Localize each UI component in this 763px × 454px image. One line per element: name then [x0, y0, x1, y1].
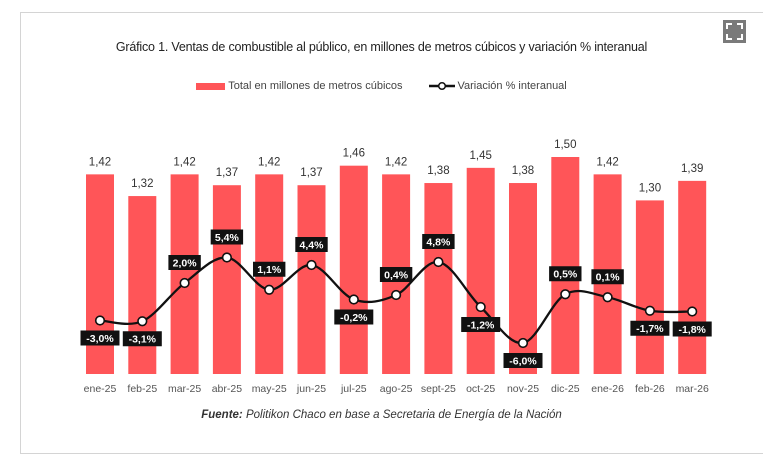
line-value-label: -1,8% — [678, 324, 706, 336]
line-value-label: 1,1% — [257, 264, 282, 276]
bar-value-label: 1,42 — [385, 156, 407, 168]
line-point — [433, 256, 444, 268]
line-point — [264, 284, 275, 295]
line-label-box — [422, 234, 455, 249]
line-point — [517, 337, 529, 349]
line-point — [137, 316, 148, 327]
bar-value-label: 1,42 — [173, 156, 195, 168]
line-value-label: 0,4% — [384, 269, 409, 281]
line-label-box — [549, 266, 582, 282]
bar-value-label: 1,30 — [639, 182, 661, 194]
x-tick-label: jul-25 — [340, 383, 367, 395]
line-point — [348, 294, 359, 305]
x-tick-label: oct-25 — [466, 383, 495, 395]
bar-value-label: 1,42 — [89, 156, 111, 168]
bar — [424, 183, 453, 374]
line-label-box — [210, 229, 244, 245]
line-label-box — [461, 317, 501, 332]
line-value-label: -1,7% — [636, 323, 664, 335]
x-tick-label: mar-26 — [676, 383, 709, 395]
x-tick-label: ago-25 — [380, 383, 413, 395]
line-point — [644, 305, 656, 316]
bar-value-label: 1,39 — [681, 163, 703, 175]
line-value-label: 0,5% — [553, 269, 578, 281]
bar — [635, 200, 664, 374]
line-label-box — [630, 320, 670, 336]
line-point — [179, 277, 190, 289]
legend-item-bars: Total en millones de metros cúbicos — [196, 80, 403, 92]
line-point — [306, 259, 317, 271]
legend-label-line: Variación % interanual — [457, 80, 567, 92]
x-tick-label: feb-25 — [127, 383, 157, 395]
line-point — [221, 252, 232, 263]
line-label-box — [672, 321, 712, 337]
bar-value-label: 1,37 — [216, 167, 238, 179]
line-value-label: -0,2% — [340, 312, 368, 324]
chart-plot: 1,42 ene-25 1,32 feb-25 1,42 mar-25 1,37 abr-25… — [80, 139, 712, 395]
line-label-box — [295, 237, 328, 252]
expand-icon — [726, 23, 743, 40]
bar-value-label: 1,38 — [512, 165, 534, 177]
line-value-label: 5,4% — [215, 232, 240, 244]
bar — [551, 157, 580, 374]
chart-title: Gráfico 1. Ventas de combustible al públ… — [115, 40, 648, 54]
source-text: Politikon Chaco en base a Secretaria de … — [242, 409, 562, 421]
line-label-box — [168, 255, 201, 270]
line-label-box — [122, 331, 162, 347]
line-value-label: 4,8% — [426, 236, 451, 248]
source-label: Fuente: — [201, 409, 243, 421]
line-value-label: 0,1% — [596, 272, 621, 284]
legend-item-line: Variación % interanual — [428, 80, 567, 92]
line-label-box — [253, 261, 286, 277]
legend-label-bars: Total en millones de metros cúbicos — [228, 80, 403, 92]
line-point — [687, 306, 698, 317]
bar — [212, 185, 241, 374]
bar-value-label: 1,42 — [596, 156, 618, 168]
bar-value-label: 1,46 — [343, 148, 365, 160]
x-tick-label: ene-25 — [84, 383, 117, 395]
line-label-box — [379, 267, 413, 282]
bar — [678, 180, 707, 374]
x-tick-label: jun-25 — [296, 383, 326, 395]
bar-value-label: 1,42 — [258, 156, 280, 168]
x-tick-label: feb-26 — [635, 383, 665, 395]
bar — [128, 196, 157, 374]
line-value-label: -3,1% — [129, 334, 157, 346]
bar-value-label: 1,50 — [554, 139, 576, 151]
x-tick-label: mar-25 — [168, 383, 201, 395]
line-label-box — [80, 330, 120, 346]
expand-button[interactable] — [723, 20, 746, 43]
bar-value-label: 1,38 — [427, 165, 449, 177]
bar — [466, 167, 495, 374]
line-value-label: -3,0% — [86, 333, 114, 345]
bar-value-label: 1,37 — [300, 167, 322, 179]
line-label-box — [503, 353, 543, 368]
bar — [297, 185, 326, 374]
line-point — [602, 292, 613, 303]
x-tick-label: abr-25 — [212, 383, 243, 395]
legend: Total en millones de metros cúbicos Vari… — [0, 80, 763, 92]
line-point — [560, 289, 571, 300]
bar-value-label: 1,32 — [131, 178, 153, 190]
line-point — [475, 301, 486, 313]
line-label-box — [334, 309, 374, 325]
line-point — [391, 289, 402, 301]
line-point — [94, 315, 106, 326]
line-value-label: -1,2% — [467, 319, 495, 331]
line-label-box — [591, 269, 624, 285]
bar — [339, 165, 368, 374]
source-note: Fuente: Politikon Chaco en base a Secret… — [0, 409, 763, 421]
bar-value-label: 1,45 — [470, 150, 492, 162]
line-value-label: 2,0% — [173, 257, 198, 269]
line-value-label: 4,4% — [300, 239, 325, 251]
x-tick-label: nov-25 — [507, 383, 539, 395]
line-value-label: -6,0% — [509, 355, 537, 367]
x-tick-label: dic-25 — [551, 383, 580, 395]
x-tick-label: ene-26 — [591, 383, 624, 395]
legend-line-marker — [428, 81, 455, 91]
x-tick-label: may-25 — [252, 383, 287, 395]
legend-swatch-bars — [196, 82, 226, 90]
x-tick-label: sept-25 — [421, 383, 456, 395]
